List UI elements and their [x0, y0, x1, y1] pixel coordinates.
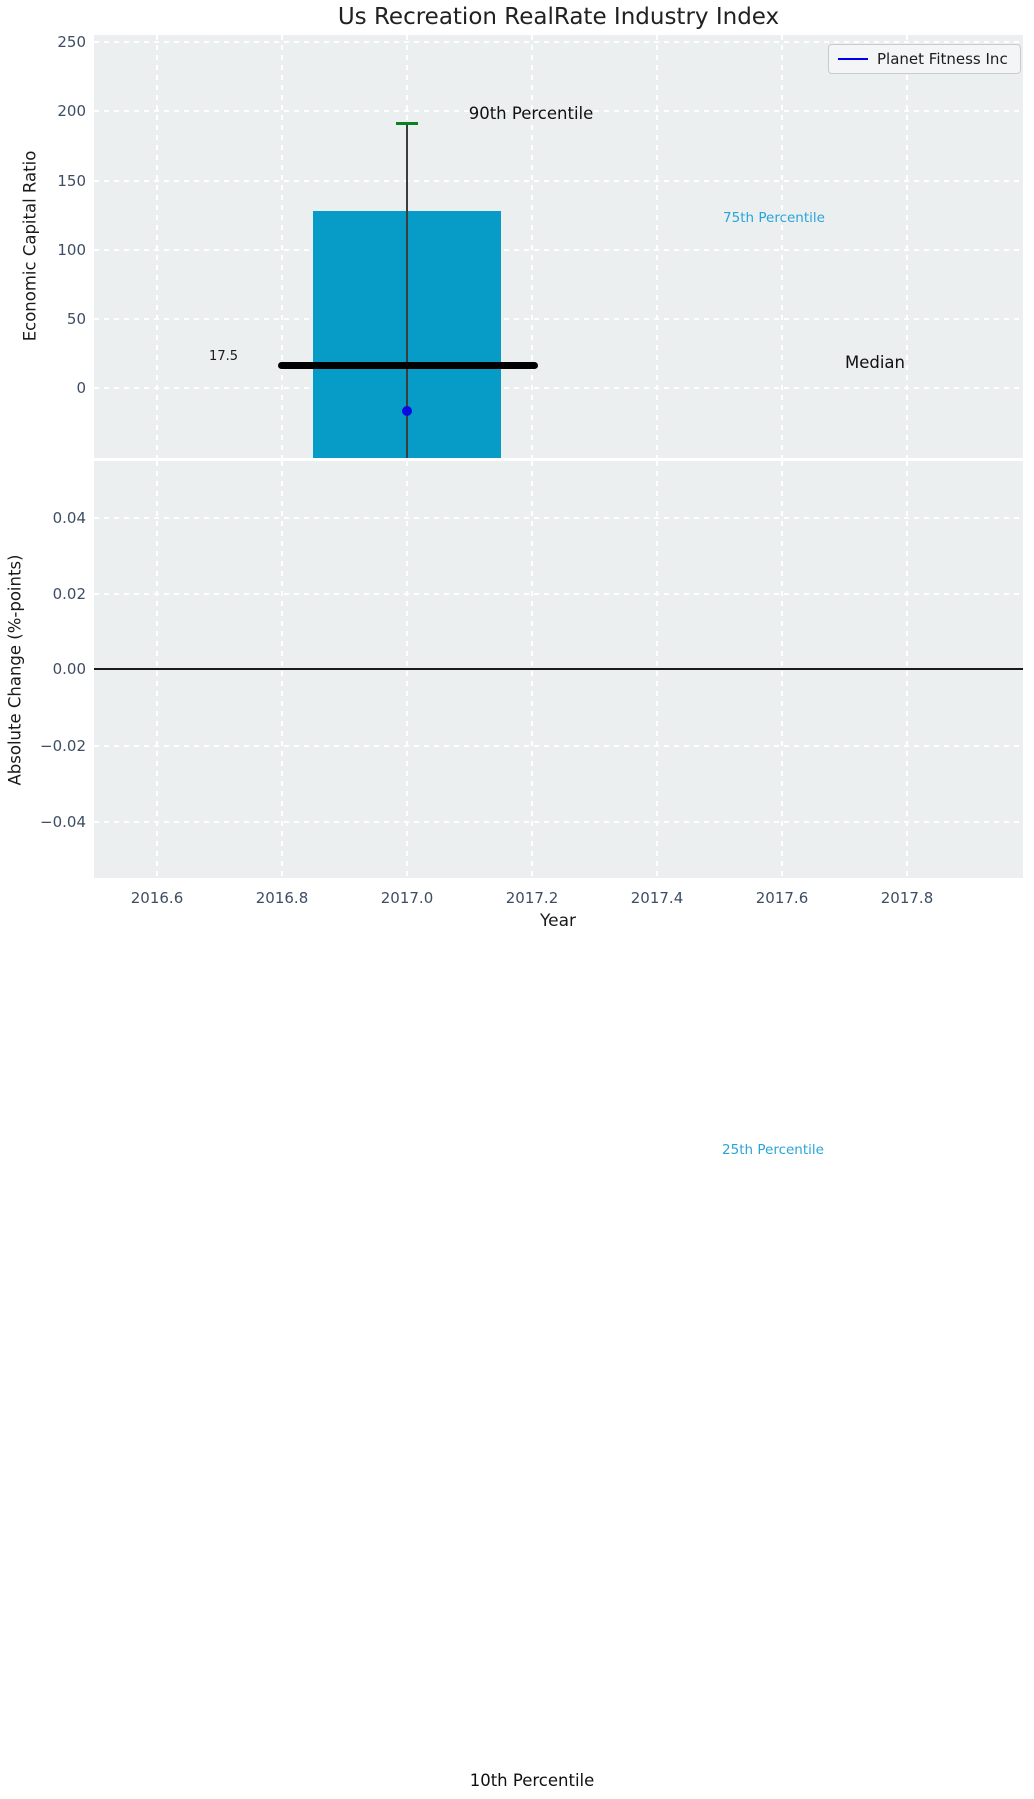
gridline-h [94, 249, 1023, 251]
gridline-h [94, 318, 1023, 320]
bottom-plot-area [94, 461, 1023, 878]
legend-line-icon [838, 57, 868, 61]
legend-label: Planet Fitness Inc [877, 50, 1008, 68]
xtick: 2016.8 [255, 889, 309, 907]
gridline-h [94, 745, 1023, 747]
ytick: −0.04 [40, 813, 86, 831]
zero-line [94, 668, 1023, 670]
xtick: 2017.0 [380, 889, 434, 907]
gridline-v [781, 35, 783, 458]
gridline-v [656, 35, 658, 458]
chart-title: Us Recreation RealRate Industry Index [337, 4, 780, 30]
gridline-h [94, 180, 1023, 182]
p90-cap [396, 122, 418, 125]
whisker-line [406, 123, 408, 458]
median-value-label: 17.5 [209, 349, 238, 364]
ytick: 0 [76, 379, 86, 397]
p25-annotation: 25th Percentile [722, 1142, 824, 1158]
ytick: 0.04 [52, 509, 86, 527]
xtick: 2017.6 [755, 889, 809, 907]
gridline-v [531, 35, 533, 458]
p75-annotation: 75th Percentile [723, 210, 825, 226]
gridline-v [906, 35, 908, 458]
xtick: 2017.2 [505, 889, 559, 907]
gridline-h [94, 41, 1023, 43]
gridline-h [94, 387, 1023, 389]
gridline-h [94, 821, 1023, 823]
p10-annotation: 10th Percentile [469, 1771, 595, 1790]
ytick: 50 [66, 310, 86, 328]
bottom-ylabel: Absolute Change (%-points) [5, 554, 25, 786]
gridline-v [281, 35, 283, 458]
planet-fitness-dot [402, 406, 412, 416]
median-line [278, 362, 538, 369]
xtick: 2017.4 [630, 889, 684, 907]
gridline-h [94, 593, 1023, 595]
ytick: −0.02 [40, 737, 86, 755]
ytick: 0.00 [52, 660, 86, 678]
median-annotation: Median [844, 353, 905, 372]
ytick: 200 [57, 102, 86, 120]
ytick: 150 [57, 172, 86, 190]
top-plot-area [94, 35, 1023, 458]
p90-annotation: 90th Percentile [468, 104, 594, 123]
xaxis-label: Year [540, 911, 576, 931]
gridline-h [94, 517, 1023, 519]
xtick: 2016.6 [130, 889, 184, 907]
gridline-h [94, 110, 1023, 112]
gridline-v [156, 35, 158, 458]
ytick: 100 [57, 241, 86, 259]
xtick: 2017.8 [880, 889, 934, 907]
legend: Planet Fitness Inc [828, 44, 1021, 74]
ytick: 0.02 [52, 585, 86, 603]
ytick: 250 [57, 33, 86, 51]
